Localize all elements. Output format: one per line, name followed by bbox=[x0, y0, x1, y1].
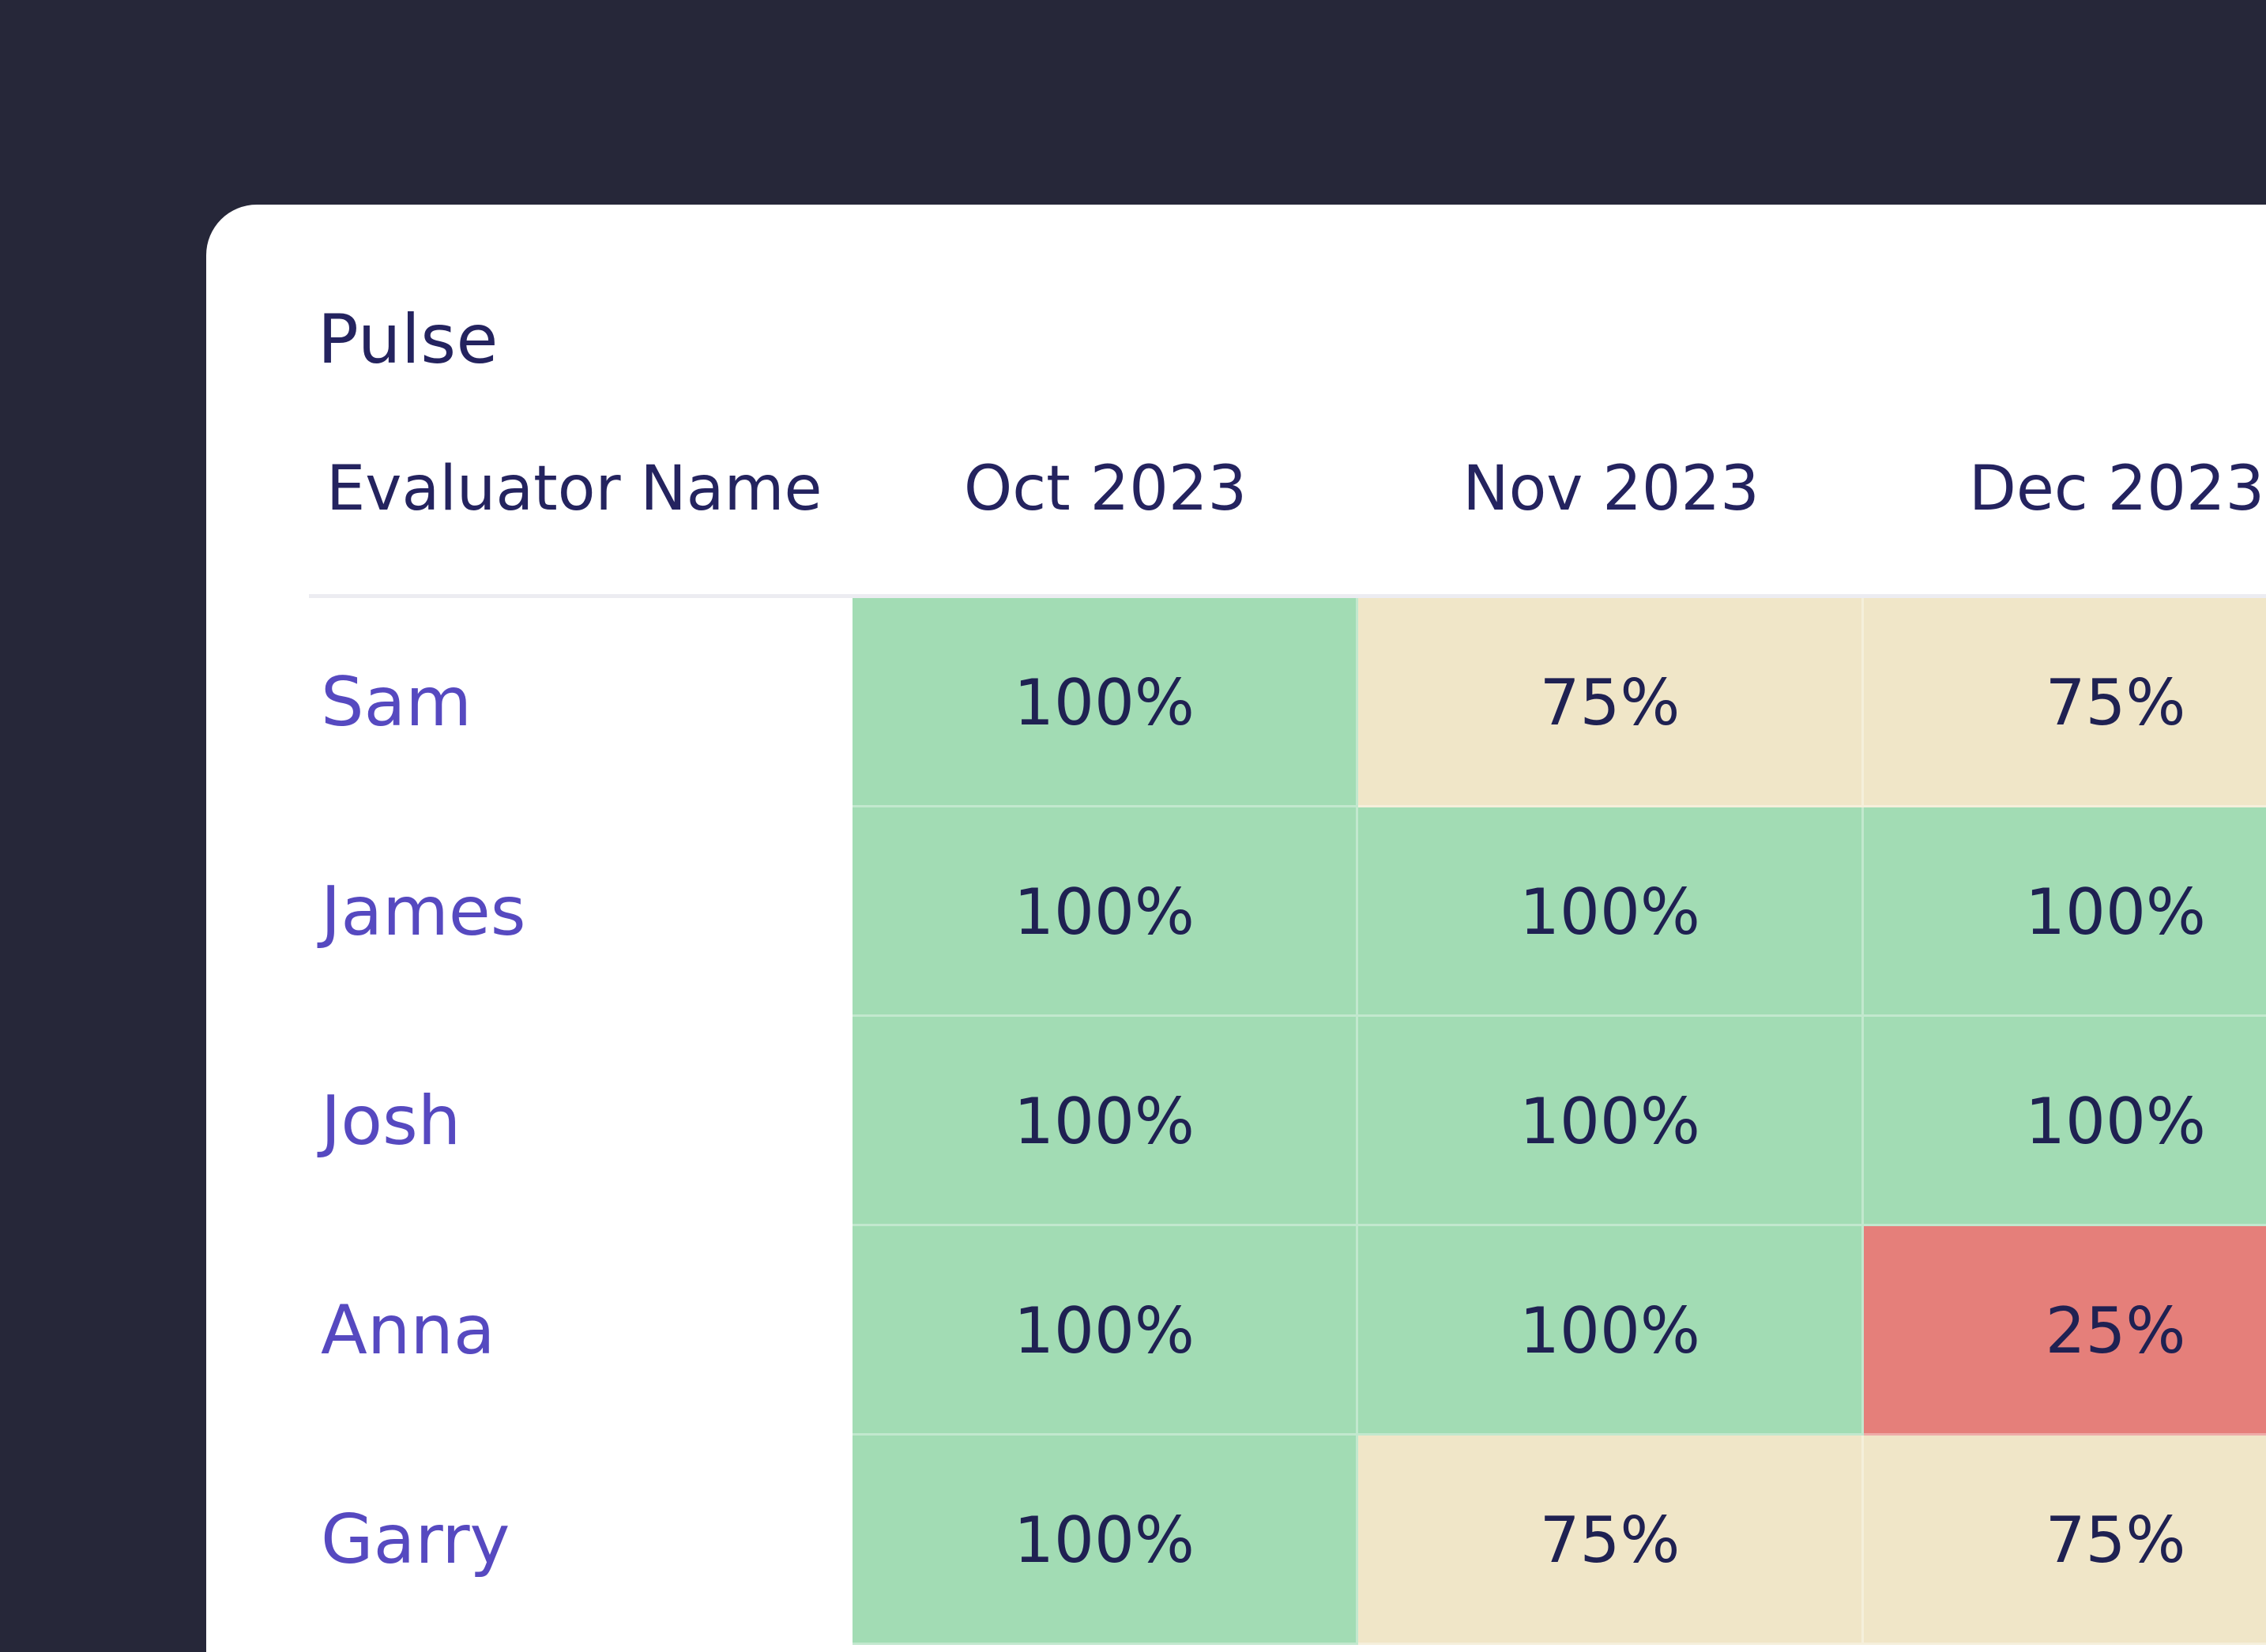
score-cell: 25% bbox=[1864, 1226, 2266, 1436]
score-cell: 100% bbox=[853, 598, 1358, 807]
score-cell: 75% bbox=[1358, 1436, 1864, 1645]
column-header-nov-2023[interactable]: Nov 2023 bbox=[1462, 453, 1760, 525]
card-title: Pulse bbox=[318, 300, 499, 379]
score-cell: 100% bbox=[1864, 1017, 2266, 1226]
table-row[interactable]: Josh 100% 100% 100% bbox=[206, 1017, 2266, 1226]
score-cell: 100% bbox=[1864, 807, 2266, 1017]
evaluator-name[interactable]: James bbox=[321, 872, 526, 951]
evaluator-name[interactable]: Anna bbox=[321, 1291, 495, 1370]
score-cell: 75% bbox=[1358, 598, 1864, 807]
column-header-evaluator-name[interactable]: Evaluator Name bbox=[326, 453, 822, 525]
score-cell: 75% bbox=[1864, 1436, 2266, 1645]
score-cell: 100% bbox=[853, 807, 1358, 1017]
table-row[interactable]: Anna 100% 100% 25% bbox=[206, 1226, 2266, 1436]
score-cell: 100% bbox=[1358, 1017, 1864, 1226]
evaluator-name[interactable]: Josh bbox=[321, 1082, 461, 1161]
column-header-oct-2023[interactable]: Oct 2023 bbox=[963, 453, 1248, 525]
score-cell: 100% bbox=[853, 1226, 1358, 1436]
column-header-dec-2023[interactable]: Dec 2023 bbox=[1968, 453, 2265, 525]
header-divider bbox=[309, 594, 2266, 598]
evaluator-name[interactable]: Sam bbox=[321, 663, 472, 742]
table-header: Evaluator Name Oct 2023 Nov 2023 Dec 202… bbox=[206, 442, 2266, 536]
pulse-card: Pulse Evaluator Name Oct 2023 Nov 2023 D… bbox=[206, 205, 2266, 1652]
table-row[interactable]: Garry 100% 75% 75% bbox=[206, 1436, 2266, 1645]
table-row[interactable]: Sam 100% 75% 75% bbox=[206, 598, 2266, 807]
score-cell: 100% bbox=[853, 1017, 1358, 1226]
score-cell: 100% bbox=[1358, 1226, 1864, 1436]
evaluator-name[interactable]: Garry bbox=[321, 1500, 510, 1579]
table-row[interactable]: James 100% 100% 100% bbox=[206, 807, 2266, 1017]
score-cell: 100% bbox=[1358, 807, 1864, 1017]
score-cell: 75% bbox=[1864, 598, 2266, 807]
score-cell: 100% bbox=[853, 1436, 1358, 1645]
